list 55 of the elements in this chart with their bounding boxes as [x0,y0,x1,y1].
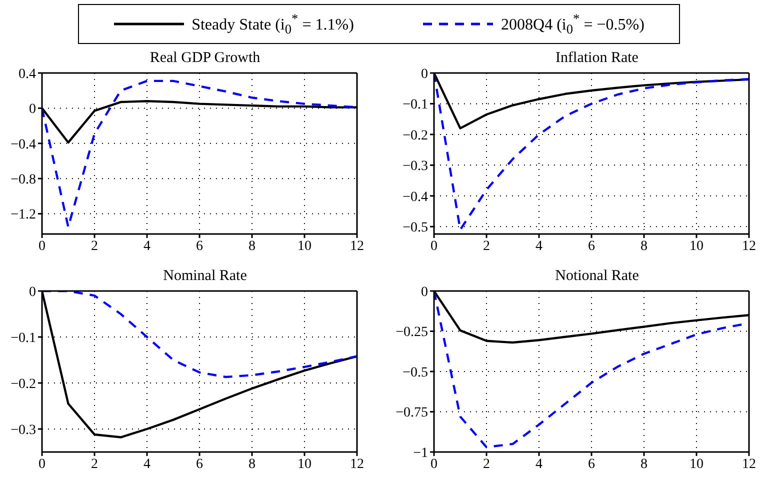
x-tick-label: 4 [536,456,542,472]
y-tick-label: 0 [29,102,36,118]
chart-title: Real GDP Growth [148,49,262,68]
y-tick-label: −0.1 [402,98,428,113]
x-tick-label: 2 [91,238,98,254]
legend-label: 2008Q4 (i$_{0}$$^{*}$ = −0.5%) [501,10,644,38]
x-tick-label: 6 [196,238,203,254]
y-tick-label: −0.25 [396,325,428,340]
x-tick-label: 8 [640,238,648,254]
x-tick-label: 10 [690,238,704,254]
x-tick-label: 8 [248,456,256,472]
x-tick-label: 8 [248,238,256,254]
x-tick-label: 2 [91,456,98,472]
x-tick-label: 0 [38,456,46,472]
y-tick-label: −0.3 [10,422,36,438]
x-tick-label: 2 [483,456,490,472]
y-tick-label: −0.2 [10,376,36,392]
x-tick-label: 4 [144,238,150,254]
y-tick-label: −0.5 [402,220,428,236]
chart-title: Inflation Rate [554,49,640,68]
y-tick-label: −0.4 [402,190,428,205]
y-tick-label: 0 [421,66,428,82]
y-tick-label: −0.2 [402,128,428,144]
x-tick-label: 12 [742,456,756,472]
y-tick-label: −0.75 [396,406,428,421]
y-tick-label: −0.5 [402,365,428,380]
x-tick-label: 4 [144,456,150,472]
x-tick-label: 12 [350,456,364,472]
y-tick-label: 0 [421,284,428,300]
x-tick-label: 10 [690,456,704,472]
x-tick-label: 10 [298,456,312,472]
x-tick-label: 4 [536,238,542,254]
y-tick-label: −0.3 [402,159,428,174]
y-tick-label: −0.1 [10,330,36,346]
x-tick-label: 2 [483,238,490,254]
y-tick-label: 0.4 [18,66,36,82]
x-tick-label: 8 [640,456,648,472]
y-tick-label: −1.2 [10,208,36,223]
x-tick-label: 12 [742,238,756,254]
x-tick-label: 12 [350,238,364,254]
y-tick-label: 0 [29,284,36,300]
x-tick-label: 0 [38,238,46,254]
line-series [434,73,749,231]
x-tick-label: 6 [588,238,595,254]
x-tick-label: 6 [588,456,595,472]
y-tick-label: −1 [413,446,428,461]
y-tick-label: −0.4 [10,137,36,152]
chart-title: Notional Rate [554,267,640,286]
y-tick-label: −0.8 [10,172,36,188]
x-tick-label: 0 [430,456,438,472]
chart-title: Nominal Rate [162,267,248,286]
legend-label: Steady State (i$_{0}$$^{*}$ = 1.1%) [192,10,354,38]
x-tick-label: 0 [430,238,438,254]
x-tick-label: 10 [298,238,312,254]
x-tick-label: 6 [196,456,203,472]
